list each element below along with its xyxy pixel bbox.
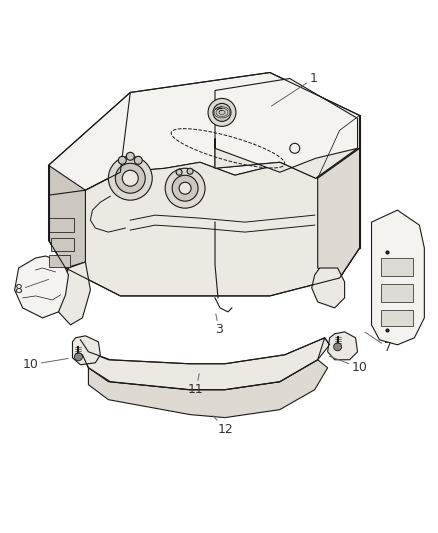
Polygon shape bbox=[49, 165, 85, 268]
Circle shape bbox=[179, 182, 191, 194]
Polygon shape bbox=[72, 336, 100, 365]
Circle shape bbox=[334, 343, 342, 351]
Circle shape bbox=[134, 156, 142, 164]
Polygon shape bbox=[215, 139, 357, 178]
Circle shape bbox=[176, 169, 182, 175]
Circle shape bbox=[208, 99, 236, 126]
Circle shape bbox=[74, 353, 82, 361]
Polygon shape bbox=[371, 210, 424, 345]
Text: 8: 8 bbox=[14, 279, 49, 296]
Polygon shape bbox=[14, 256, 68, 318]
Polygon shape bbox=[49, 148, 360, 296]
Circle shape bbox=[165, 168, 205, 208]
Circle shape bbox=[172, 175, 198, 201]
Bar bbox=[381, 310, 413, 326]
Circle shape bbox=[122, 170, 138, 186]
Polygon shape bbox=[328, 332, 357, 360]
Text: 3: 3 bbox=[215, 314, 223, 336]
Bar bbox=[50, 238, 74, 251]
Polygon shape bbox=[318, 116, 360, 278]
Bar bbox=[49, 218, 74, 232]
Circle shape bbox=[108, 156, 152, 200]
Circle shape bbox=[126, 152, 134, 160]
Polygon shape bbox=[81, 338, 330, 390]
Bar bbox=[49, 255, 71, 267]
Bar bbox=[381, 284, 413, 302]
Polygon shape bbox=[49, 72, 360, 195]
Polygon shape bbox=[88, 360, 328, 417]
Circle shape bbox=[187, 168, 193, 174]
Circle shape bbox=[213, 103, 231, 122]
Bar bbox=[381, 258, 413, 276]
Circle shape bbox=[115, 163, 145, 193]
Text: 1: 1 bbox=[271, 72, 318, 106]
Circle shape bbox=[118, 156, 126, 164]
Polygon shape bbox=[215, 78, 357, 178]
Polygon shape bbox=[312, 268, 345, 308]
Text: 10: 10 bbox=[329, 356, 367, 374]
Text: 10: 10 bbox=[23, 358, 68, 372]
Text: 12: 12 bbox=[213, 416, 234, 436]
Text: 7: 7 bbox=[365, 332, 392, 354]
Text: 11: 11 bbox=[188, 374, 204, 396]
Polygon shape bbox=[59, 262, 90, 325]
